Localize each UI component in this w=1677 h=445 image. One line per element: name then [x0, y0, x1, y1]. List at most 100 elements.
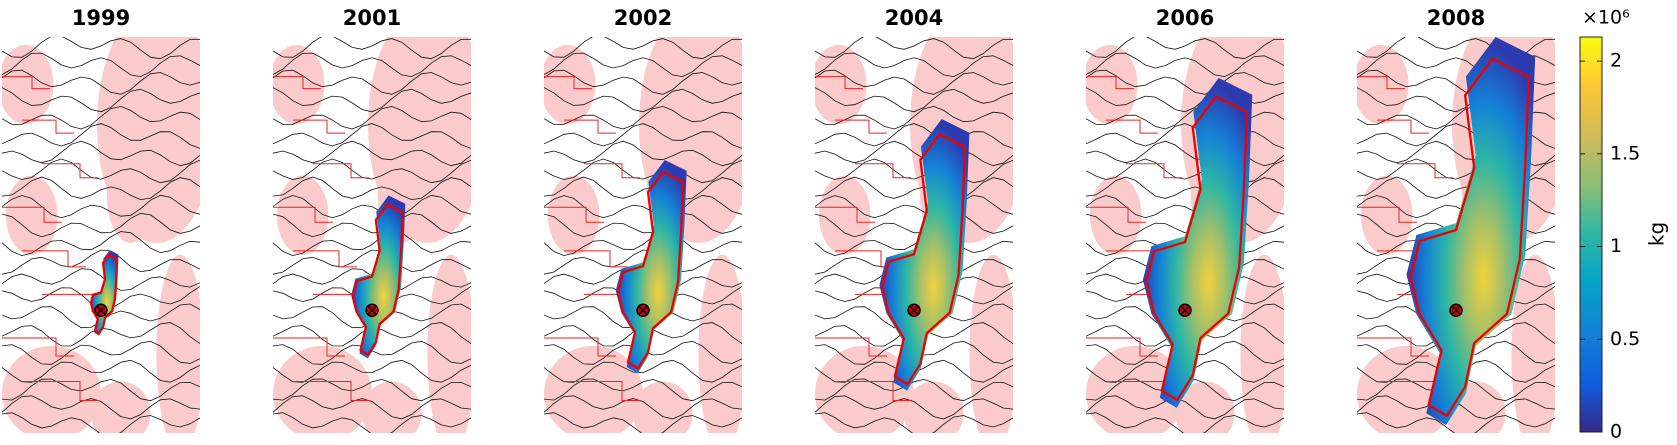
contour-line	[544, 359, 742, 383]
contour-line	[2, 37, 200, 60]
plume	[1406, 37, 1536, 426]
land-region	[1089, 175, 1142, 255]
plume-outline	[880, 132, 967, 386]
contour-line	[273, 37, 471, 60]
boundary-line	[2, 206, 62, 223]
boundary-line	[564, 381, 640, 402]
boundary-line	[1086, 337, 1158, 357]
contour-line	[2, 140, 200, 167]
land-region	[5, 175, 58, 255]
boundary-line	[544, 337, 616, 357]
boundary-line	[835, 119, 887, 134]
contour-line	[544, 249, 742, 275]
source-cross	[1180, 305, 1190, 315]
land-region	[818, 175, 871, 255]
contour-line	[1086, 212, 1284, 238]
boundary-line	[22, 250, 86, 268]
contour-line	[1086, 52, 1284, 78]
contour-line	[273, 140, 471, 167]
colorbar-tick-label: 2	[1610, 50, 1622, 72]
colorbar-label: kg	[1645, 222, 1669, 246]
boundary-line	[1357, 337, 1429, 357]
boundary-line	[293, 381, 369, 402]
contour-line	[815, 158, 1013, 184]
contour-line	[273, 123, 471, 149]
land-region	[1511, 254, 1555, 433]
contour-line	[815, 140, 1013, 167]
boundary-line	[1397, 163, 1453, 179]
contour-line	[544, 37, 742, 60]
panel-title: 2006	[1156, 6, 1214, 30]
boundary-line	[293, 250, 357, 268]
contour-line	[273, 249, 471, 275]
contour-line	[815, 87, 1013, 113]
colorbar-tick-label: 1	[1610, 235, 1622, 257]
contour-line	[2, 105, 200, 130]
contour-line	[1086, 194, 1284, 219]
contour-line	[2, 194, 200, 219]
land-region	[2, 345, 101, 433]
land-region	[544, 345, 643, 433]
contour-line	[2, 52, 200, 78]
contour-line	[544, 176, 742, 201]
contour-line	[1086, 123, 1284, 149]
contour-line	[2, 87, 200, 113]
map-panel	[1086, 37, 1284, 433]
boundary-line	[273, 76, 321, 90]
plume	[615, 160, 687, 374]
contour-line	[544, 69, 742, 95]
source-cross	[367, 305, 377, 315]
colorbar-tick-label: 0	[1610, 421, 1622, 443]
colorbar-tick-label: 1.5	[1610, 142, 1640, 164]
contour-line	[544, 212, 742, 238]
contour-line	[273, 105, 471, 130]
boundary-line	[1377, 119, 1429, 134]
land-region	[273, 44, 325, 125]
contour-line	[1357, 412, 1555, 433]
plume-outline	[616, 170, 685, 370]
land-region	[969, 254, 1013, 433]
boundary-line	[42, 163, 98, 179]
boundary-line	[1086, 76, 1134, 90]
boundary-line	[22, 119, 74, 134]
contour-line	[2, 249, 200, 275]
boundary-line	[564, 119, 616, 134]
map-panel	[544, 37, 742, 433]
colorbar	[1579, 36, 1603, 433]
boundary-line	[1357, 206, 1417, 223]
boundary-line	[2, 76, 50, 90]
contour-line	[815, 412, 1013, 433]
source-cross	[638, 305, 648, 315]
contour-line	[2, 69, 200, 95]
contour-line	[815, 395, 1013, 420]
boundary-line	[1106, 119, 1158, 134]
contour-line	[273, 212, 471, 238]
contour-line	[544, 87, 742, 113]
contour-line	[1086, 140, 1284, 167]
contour-line	[2, 340, 200, 365]
land-region	[544, 44, 596, 125]
land-region	[2, 44, 54, 125]
boundary-line	[22, 381, 98, 402]
contour-line	[815, 194, 1013, 219]
colorbar-multiplier: ×10⁶	[1582, 7, 1630, 29]
panel-title: 2001	[343, 6, 401, 30]
contour-line	[544, 105, 742, 130]
contour-line	[544, 412, 742, 433]
contour-line	[815, 37, 1013, 60]
contour-line	[544, 140, 742, 167]
contour-line	[2, 359, 200, 383]
contour-line	[544, 395, 742, 420]
plume-outline	[1145, 95, 1249, 402]
map-panel	[273, 37, 471, 433]
plume-outline	[1409, 57, 1531, 418]
contour-line	[1086, 412, 1284, 433]
colorbar-tick-label: 0.5	[1610, 328, 1640, 350]
contour-line	[1086, 176, 1284, 201]
panel-title: 1999	[72, 6, 130, 30]
source-cross	[96, 305, 106, 315]
contour-line	[1086, 395, 1284, 420]
panel-title: 2002	[614, 6, 672, 30]
map-panel	[815, 37, 1013, 433]
